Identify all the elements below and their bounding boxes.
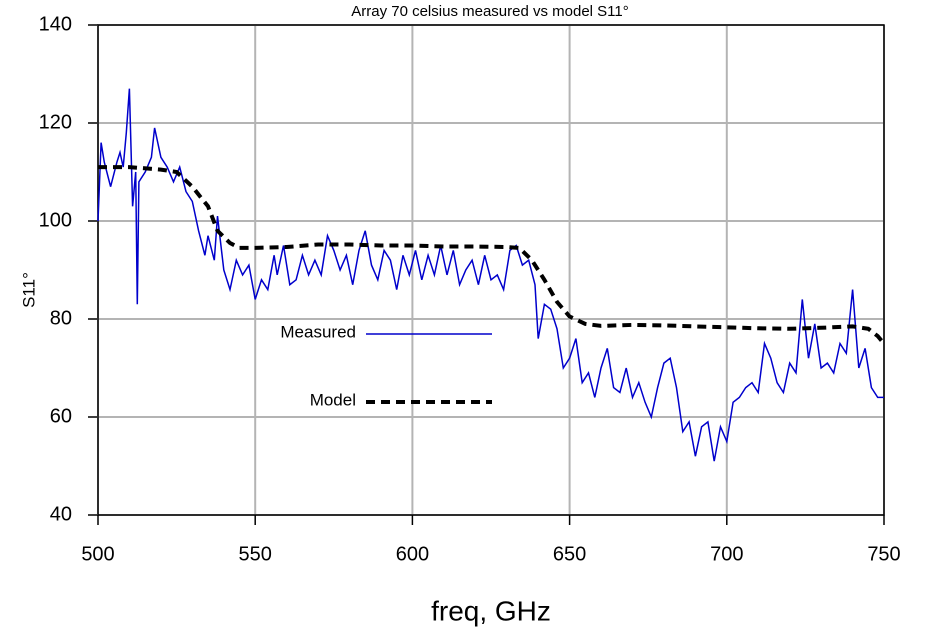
y-tick-label: 40 [50,503,72,525]
plot-frame [97,24,885,516]
x-tick-label: 700 [710,543,743,565]
y-axis-label: S11° [19,272,38,308]
series-line [97,88,884,462]
y-tick-label: 140 [39,13,72,35]
x-axis-label: freq, GHz [431,595,551,626]
x-tick-label: 750 [867,543,900,565]
legend-label: Measured [280,322,356,341]
x-tick-label: 550 [239,543,272,565]
y-tick-label: 120 [39,111,72,133]
chart-title: Array 70 celsius measured vs model S11° [351,3,629,20]
x-tick-label: 500 [81,543,114,565]
y-tick-label: 100 [39,209,72,231]
y-tick-label: 60 [50,405,72,427]
x-tick-label: 600 [396,543,429,565]
series-line [98,165,886,345]
y-tick-label: 80 [50,307,72,329]
legend-label: Model [310,390,356,409]
x-tick-label: 650 [553,543,586,565]
